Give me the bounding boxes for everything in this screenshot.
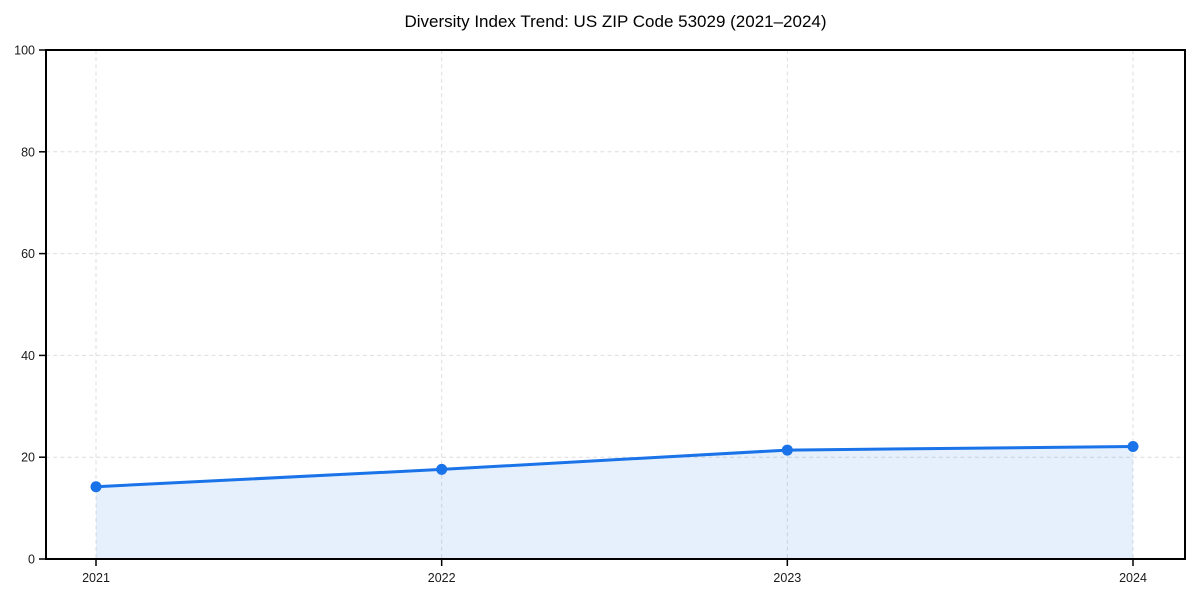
data-point-marker	[436, 463, 448, 475]
chart-title: Diversity Index Trend: US ZIP Code 53029…	[404, 12, 826, 31]
y-axis-tick-label: 20	[21, 451, 35, 465]
data-point-marker	[90, 481, 102, 493]
trend-line-path	[94, 445, 1135, 489]
trend-line	[94, 445, 1135, 489]
data-point-marker	[1127, 441, 1139, 453]
x-axis-tick-label: 2024	[1119, 571, 1147, 585]
y-axis-tick-label: 40	[21, 349, 35, 363]
data-points	[90, 441, 1139, 493]
x-axis-tick-label: 2022	[428, 571, 456, 585]
y-axis-tick-labels: 0 20 40 60 80 100	[14, 44, 35, 567]
y-axis-tick-label: 60	[21, 247, 35, 261]
y-axis-tick-label: 0	[28, 553, 35, 567]
y-axis-tick-label: 80	[21, 145, 35, 159]
x-axis-tick-labels: 2021 2022 2023 2024	[82, 571, 1147, 585]
data-point-marker	[781, 444, 793, 456]
x-axis-tick-label: 2021	[82, 571, 110, 585]
x-axis-tick-label: 2023	[773, 571, 801, 585]
area-fill	[96, 446, 1133, 559]
axis-ticks	[39, 49, 1134, 566]
plot-border	[45, 49, 1186, 560]
y-axis-tick-label: 100	[14, 44, 35, 58]
area-fill-region	[96, 446, 1133, 559]
